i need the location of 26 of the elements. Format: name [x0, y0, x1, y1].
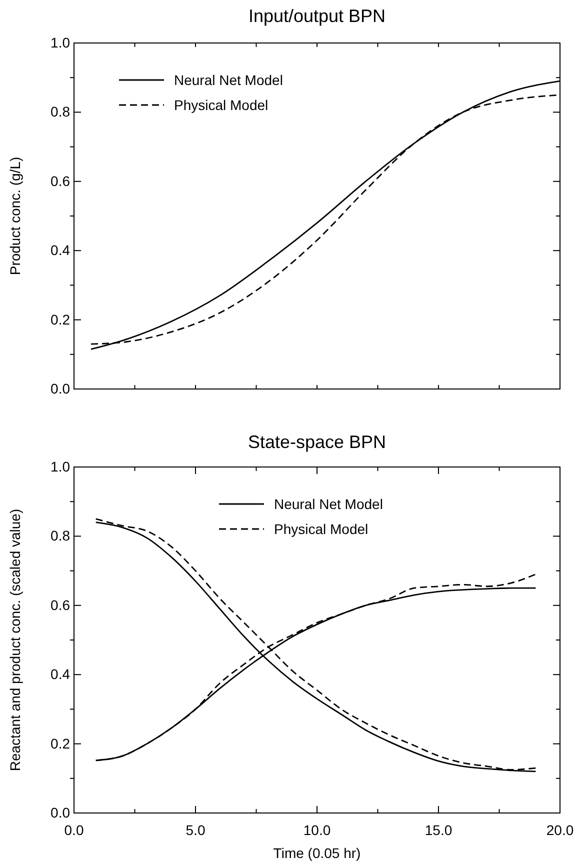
x-axis-title: Time (0.05 hr) — [273, 845, 361, 861]
x-tick-label: 15.0 — [424, 822, 452, 838]
y-tick-label: 0.4 — [50, 242, 70, 258]
y-tick-label: 0.6 — [50, 596, 70, 613]
y-tick-label: 0.8 — [50, 104, 70, 120]
y-tick-label: 1.0 — [50, 34, 70, 50]
y-tick-label: 0.4 — [50, 666, 70, 682]
x-tick-label: 5.0 — [186, 822, 206, 838]
x-tick-label: 20.0 — [546, 822, 574, 838]
chart-title: State-space BPN — [248, 432, 386, 452]
chart-title: Input/output BPN — [248, 6, 386, 26]
y-tick-label: 0.2 — [50, 735, 70, 752]
y-tick-label: 0.0 — [50, 804, 70, 820]
legend-label: Neural Net Model — [274, 496, 383, 512]
legend-label: Physical Model — [274, 521, 368, 537]
legend-label: Physical Model — [174, 97, 268, 113]
y-axis-title: Product conc. (g/L) — [7, 156, 23, 276]
y-tick-label: 0.8 — [50, 528, 70, 544]
x-tick-label: 10.0 — [303, 822, 331, 838]
legend-label: Neural Net Model — [174, 72, 283, 88]
x-tick-label: 0.0 — [64, 822, 84, 838]
y-tick-label: 1.0 — [50, 458, 70, 474]
y-axis-title: Reactant and product conc. (scaled value) — [7, 508, 23, 772]
y-tick-label: 0.0 — [50, 380, 70, 396]
y-tick-label: 0.6 — [50, 172, 70, 189]
y-tick-label: 0.2 — [50, 311, 70, 328]
